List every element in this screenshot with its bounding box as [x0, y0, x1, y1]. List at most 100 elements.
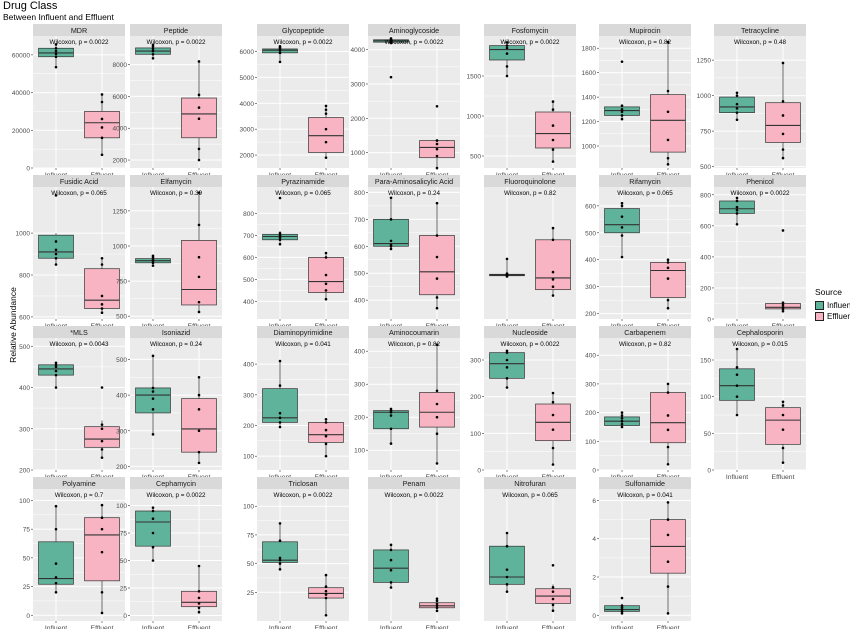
influent-point: [735, 413, 739, 417]
effluent-point: [100, 303, 104, 306]
effluent-point: [551, 609, 555, 613]
y-tick-label: 25: [23, 584, 31, 591]
y-tick-label: 1200: [582, 119, 597, 126]
y-tick-label: 600: [19, 314, 30, 321]
effluent-point: [197, 590, 201, 593]
influent-point: [278, 421, 282, 424]
influent-point: [278, 556, 282, 560]
effluent-point: [324, 613, 328, 617]
influent-point: [278, 45, 282, 48]
influent-point: [54, 527, 58, 531]
effluent-point: [551, 446, 555, 450]
y-tick-label: 100: [354, 448, 365, 455]
effluent-point: [435, 154, 439, 158]
effluent-point: [435, 139, 439, 142]
y-tick-label: 1000: [351, 150, 366, 157]
y-tick-label: 75: [120, 531, 128, 538]
y-tick-label: 4: [592, 536, 596, 543]
y-tick-label: 500: [116, 314, 127, 321]
effluent-box: [181, 240, 217, 306]
influent-point: [278, 416, 282, 420]
effluent-point: [197, 564, 201, 568]
panel-strip-label: Polyamine: [62, 479, 96, 488]
y-tick-label: 750: [116, 279, 127, 286]
influent-point: [505, 46, 509, 50]
effluent-point: [781, 61, 785, 65]
panel-strip-label: Pyrazinamide: [281, 177, 325, 186]
effluent-point: [197, 223, 201, 227]
y-tick-label: 2000: [240, 153, 255, 160]
y-tick-label: 400: [116, 393, 127, 400]
y-tick-label: 800: [700, 192, 711, 199]
panel-background: [33, 36, 125, 168]
effluent-point: [197, 610, 201, 614]
x-tick-label: Effluent: [188, 625, 211, 629]
effluent-point: [435, 104, 439, 108]
effluent-point: [435, 599, 439, 602]
panel-background: [257, 187, 349, 319]
panel-strip-label: Penam: [403, 479, 426, 488]
effluent-point: [435, 306, 439, 310]
influent-point: [620, 108, 624, 111]
legend-key-influent: [815, 301, 824, 310]
y-tick-label: 100: [243, 504, 254, 511]
influent-point: [505, 65, 509, 68]
wilcoxon-label: Wilcoxon, p = 0.065: [617, 190, 673, 197]
influent-point: [735, 107, 739, 110]
panel-nitrofuran: Nitrofuran Influent Effluent Wilcoxon, p = …: [484, 477, 576, 629]
y-tick-label: 50: [120, 558, 128, 565]
effluent-point: [551, 226, 555, 230]
influent-point: [620, 596, 624, 600]
y-tick-label: 6000: [113, 94, 128, 101]
panel-strip-label: Cephalosporin: [737, 328, 783, 337]
influent-point: [620, 117, 624, 121]
influent-point: [54, 46, 58, 50]
y-tick-label: 600: [243, 255, 254, 262]
panel-strip-label: Sulfonamide: [625, 479, 665, 488]
panel-strip-label: Cephamycin: [156, 479, 196, 488]
influent-point: [151, 397, 155, 400]
effluent-point: [781, 229, 785, 232]
panel-nucleoside: Nucleoside0100200300InfluentEffluentWilc…: [470, 326, 576, 481]
x-tick-label: Influent: [142, 625, 164, 629]
effluent-point: [435, 389, 439, 393]
effluent-point: [100, 263, 104, 266]
influent-point: [151, 408, 155, 411]
wilcoxon-label: Wilcoxon, p = 0.0022: [274, 492, 333, 499]
effluent-point: [666, 445, 670, 449]
influent-point: [278, 562, 282, 565]
effluent-point: [435, 234, 439, 237]
y-tick-label: 400: [19, 385, 30, 392]
chart-subtitle: Between Influent and Effluent: [3, 12, 114, 22]
effluent-point: [435, 343, 439, 346]
influent-point: [389, 558, 393, 562]
panel-fosfomycin: Fosfomycin50010001500InfluentEffluentWil…: [467, 24, 576, 179]
effluent-point: [324, 442, 328, 446]
wilcoxon-label: Wilcoxon, p = 0.065: [502, 492, 558, 499]
y-tick-label: 500: [585, 230, 596, 237]
panel-strip: [714, 326, 806, 338]
effluent-point: [551, 100, 555, 103]
effluent-point: [435, 142, 439, 146]
wilcoxon-label: Wilcoxon, p = 0.041: [275, 341, 331, 348]
effluent-point: [435, 255, 439, 259]
effluent-box: [765, 407, 801, 445]
y-tick-label: 5000: [240, 75, 255, 82]
panel-strip: [257, 477, 349, 489]
influent-point: [389, 581, 393, 584]
effluent-point: [100, 423, 104, 426]
panel-triclosan: Triclosan 25 50 75 100 Influent Effluent Wilcox…: [243, 477, 349, 629]
effluent-point: [100, 439, 104, 443]
effluent-point: [435, 462, 439, 465]
effluent-box: [84, 517, 120, 582]
effluent-point: [551, 400, 555, 404]
influent-point: [151, 254, 155, 258]
effluent-point: [324, 593, 328, 596]
influent-point: [54, 369, 58, 373]
influent-point: [278, 411, 282, 415]
effluent-box: [650, 392, 686, 444]
influent-point: [151, 386, 155, 390]
influent-point: [389, 568, 393, 572]
influent-point: [389, 407, 393, 411]
wilcoxon-label: Wilcoxon, p = 0.39: [150, 190, 202, 197]
